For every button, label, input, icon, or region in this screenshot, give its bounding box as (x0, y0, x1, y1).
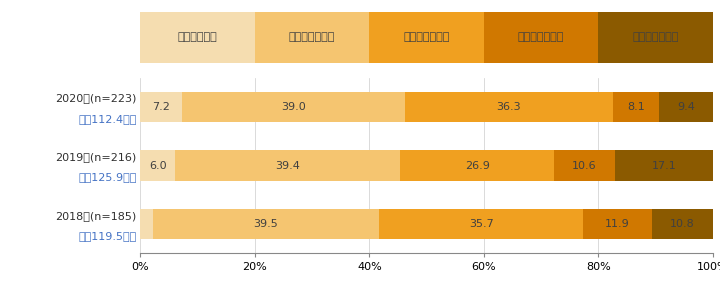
Bar (405, 92, 613, 122)
Text: 11.9: 11.9 (605, 219, 630, 229)
Bar (175, 150, 400, 181)
Text: 35.7: 35.7 (469, 219, 494, 229)
Text: ５０万円未満: ５０万円未満 (178, 33, 217, 42)
Bar (659, 92, 713, 122)
Text: 10.6: 10.6 (572, 161, 597, 170)
Text: 2019年(n=216): 2019年(n=216) (55, 152, 137, 162)
Text: 39.4: 39.4 (275, 161, 300, 170)
Bar (615, 150, 713, 181)
Text: 36.3: 36.3 (496, 102, 521, 112)
Bar (613, 92, 659, 122)
Bar (652, 209, 714, 239)
Text: 平均125.9万円: 平均125.9万円 (78, 172, 137, 182)
Text: 39.5: 39.5 (253, 219, 279, 229)
Bar (379, 209, 583, 239)
Bar (400, 150, 554, 181)
Text: 2020年(n=223): 2020年(n=223) (55, 93, 137, 103)
Text: ２００万円以上: ２００万円以上 (632, 33, 679, 42)
Text: 6.0: 6.0 (149, 161, 166, 170)
Text: 8.1: 8.1 (627, 102, 644, 112)
Text: 26.9: 26.9 (465, 161, 490, 170)
Text: 平均119.5万円: 平均119.5万円 (78, 231, 137, 241)
Text: 10.8: 10.8 (670, 219, 695, 229)
Bar (140, 92, 181, 122)
Text: ２００万円未満: ２００万円未満 (518, 33, 564, 42)
Text: １５０万円未満: １５０万円未満 (403, 33, 450, 42)
Bar (153, 209, 379, 239)
Text: 平均112.4万円: 平均112.4万円 (78, 113, 137, 124)
Bar (140, 209, 153, 239)
Bar (140, 150, 175, 181)
Text: 9.4: 9.4 (677, 102, 695, 112)
Bar (554, 150, 615, 181)
Bar (181, 92, 405, 122)
Text: 39.0: 39.0 (281, 102, 305, 112)
Text: 2018年(n=185): 2018年(n=185) (55, 211, 137, 221)
Text: 7.2: 7.2 (152, 102, 170, 112)
Bar (583, 209, 652, 239)
Text: １００万円未満: １００万円未満 (289, 33, 336, 42)
Text: 17.1: 17.1 (652, 161, 676, 170)
